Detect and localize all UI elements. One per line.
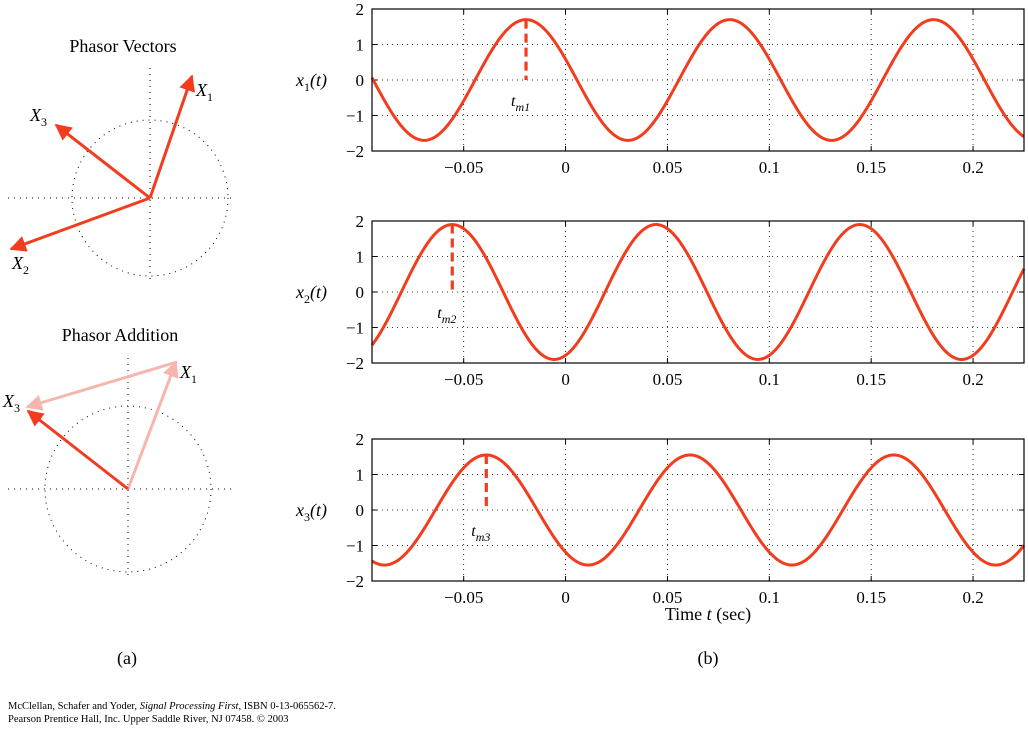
- x-tick-label: −0.05: [444, 158, 483, 177]
- credit-publisher: Pearson Prentice Hall, Inc. Upper Saddle…: [8, 714, 289, 725]
- y-tick-label: 0: [356, 283, 365, 302]
- phasor-x1-arrow: [148, 74, 195, 199]
- x-tick-label: 0.1: [759, 370, 780, 389]
- x-tick-label: 0.15: [856, 158, 886, 177]
- waveform-line-2: [370, 223, 1026, 361]
- waveform-plot-2: tm2 x2(t) −2 −1 0 1 2 −0.05 0 0.05 0.1 0.15 0.2: [295, 212, 1026, 389]
- phasor-x2-arrow: [9, 196, 151, 252]
- phasor-vectors-title: Phasor Vectors: [69, 36, 176, 56]
- addition-x3-label: X3: [2, 391, 20, 415]
- waveform-line-1: [370, 18, 1025, 142]
- x-tick-label: 0.1: [759, 158, 780, 177]
- x-tick-label: −0.05: [444, 588, 483, 607]
- waveform-plot-3: tm3 x3(t) −2 −1 0 1 2 −0.05 0 0.05 0.1 0.15 0.2: [295, 430, 1026, 607]
- y-tick-label: −2: [346, 354, 364, 373]
- x-tick-label: 0.2: [962, 370, 983, 389]
- addition-x1-arrow: [126, 360, 179, 490]
- caption-b: (b): [698, 648, 719, 669]
- x-tick-label: 0: [561, 158, 570, 177]
- x-tick-label: 0: [561, 370, 570, 389]
- credit-isbn: ISBN 0-13-065562-7.: [241, 701, 336, 712]
- waveform-plots: tm1 x1(t) −2 −1 0 1 2 −0.05 0 0.05 0.1 0.15 0.2 tm2 x2…: [295, 0, 1026, 607]
- phasor-x1-label: X1: [195, 80, 213, 104]
- x-tick-label: 0: [561, 588, 570, 607]
- y-tick-label: −2: [346, 142, 364, 161]
- waveform-plot-1: tm1 x1(t) −2 −1 0 1 2 −0.05 0 0.05 0.1 0.15 0.2: [295, 0, 1025, 177]
- x-tick-label: 0.2: [962, 158, 983, 177]
- y-axis-label-2: x2(t): [295, 282, 327, 306]
- waveform-line-3: [371, 453, 1026, 567]
- phasor-x3-arrow: [54, 123, 151, 200]
- y-tick-label: 2: [356, 212, 365, 231]
- caption-a: (a): [117, 648, 137, 669]
- y-tick-label: 0: [356, 501, 365, 520]
- x-tick-label: 0.2: [962, 588, 983, 607]
- phasor-addition-diagram: Phasor Addition X1 X3: [2, 325, 232, 578]
- peak-marker-label-1: tm1: [511, 93, 530, 114]
- y-tick-label: −1: [346, 537, 364, 556]
- x-tick-label: 0.15: [856, 588, 886, 607]
- addition-x1-label: X1: [179, 362, 197, 386]
- x-tick-label: 0.15: [856, 370, 886, 389]
- y-tick-label: 2: [356, 0, 365, 19]
- copyright-credit: McClellan, Schafer and Yoder, Signal Pro…: [8, 700, 336, 726]
- peak-marker-label-3: tm3: [471, 523, 490, 544]
- plot-frame-1: [371, 8, 1025, 152]
- x-tick-label: 0.1: [759, 588, 780, 607]
- phasor-vectors-diagram: Phasor Vectors X1 X3 X2: [8, 36, 232, 283]
- x-tick-label: −0.05: [444, 370, 483, 389]
- credit-book-title: Signal Processing First,: [139, 701, 242, 712]
- y-tick-label: 1: [356, 466, 365, 485]
- credit-authors: McClellan, Schafer and Yoder,: [8, 701, 140, 712]
- x-tick-label: 0.05: [653, 158, 683, 177]
- y-tick-label: 1: [356, 248, 365, 267]
- y-tick-label: 2: [356, 430, 365, 449]
- y-tick-label: −1: [346, 107, 364, 126]
- y-tick-label: 1: [356, 36, 365, 55]
- x-tick-label: 0.05: [653, 588, 683, 607]
- y-tick-label: 0: [356, 71, 365, 90]
- phasor-addition-title: Phasor Addition: [62, 325, 179, 345]
- addition-x2-arrow: [25, 360, 178, 411]
- y-axis-label-3: x3(t): [295, 500, 327, 524]
- phasor-x3-label: X3: [29, 105, 47, 129]
- plot-frame-3: [371, 438, 1025, 582]
- time-axis-label: Time t (sec): [665, 604, 751, 625]
- phasor-x2-label: X2: [11, 253, 29, 277]
- peak-marker-label-2: tm2: [437, 305, 456, 326]
- addition-x3-arrow: [26, 409, 129, 491]
- phasor-unit-circle: [71, 119, 229, 277]
- y-axis-label-1: x1(t): [295, 70, 327, 94]
- x-tick-label: 0.05: [653, 370, 683, 389]
- plot-frame-2: [371, 220, 1025, 364]
- y-tick-label: −1: [346, 319, 364, 338]
- y-tick-label: −2: [346, 572, 364, 591]
